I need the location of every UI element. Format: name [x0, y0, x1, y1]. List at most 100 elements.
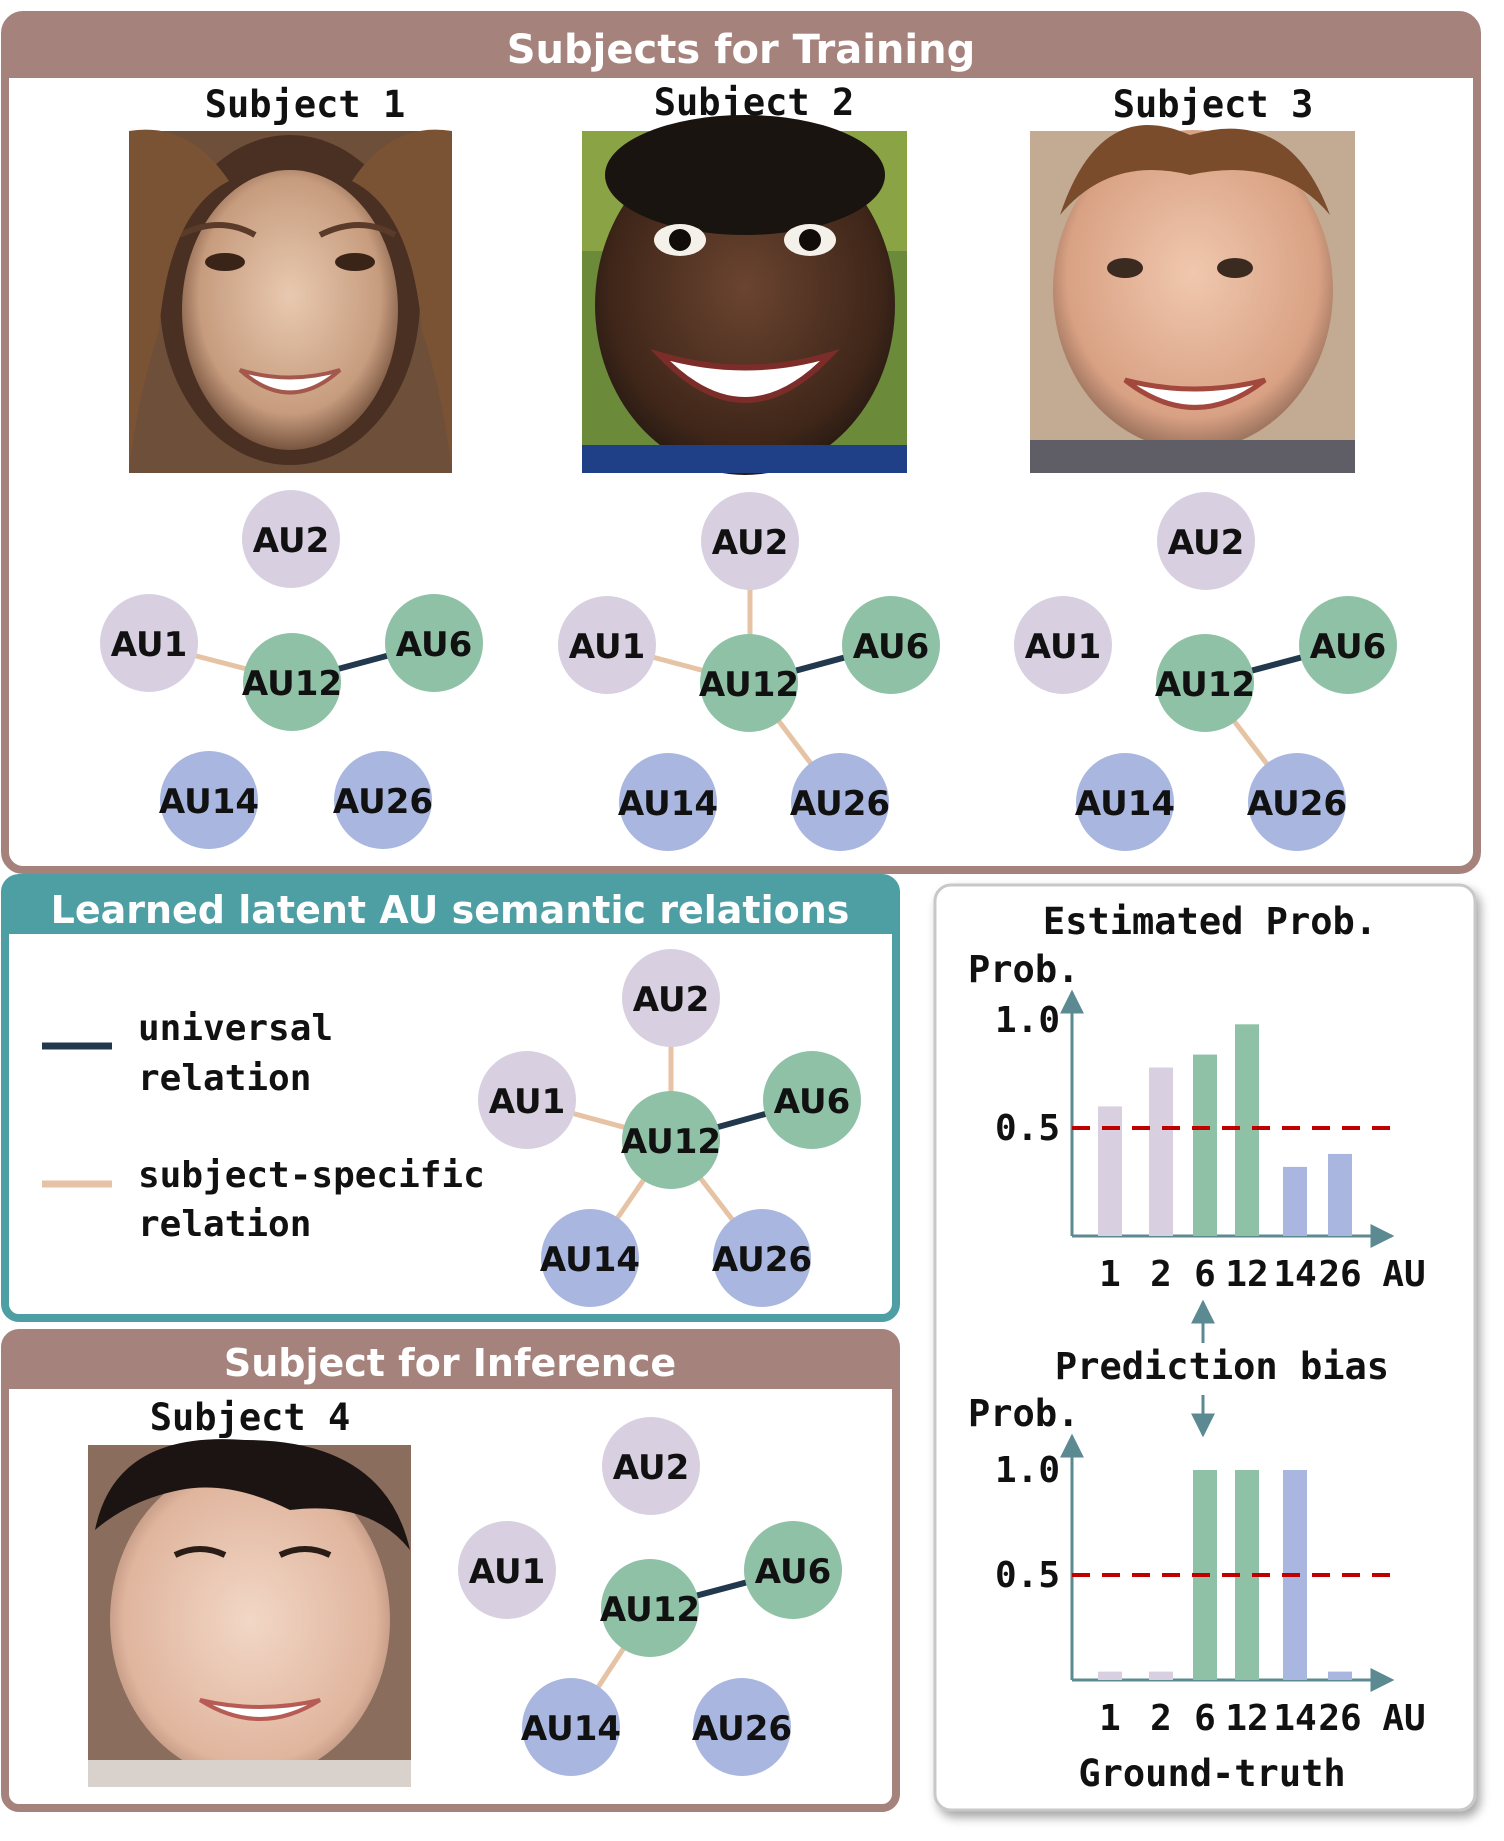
latent-title-bar — [5, 878, 896, 934]
svg-text:AU12: AU12 — [1155, 665, 1255, 705]
svg-text:AU14: AU14 — [618, 784, 718, 824]
x-tick-label: 14 — [1273, 1698, 1316, 1739]
node-au26: AU26 — [712, 1209, 812, 1307]
subject-3-label: Subject 3 — [1113, 83, 1313, 126]
x-tick-label: 6 — [1194, 1698, 1216, 1739]
subject-2-au-graph: AU2 AU1 AU6 AU12 AU14 AU26 — [558, 492, 940, 851]
x-tick-label: 2 — [1150, 1254, 1172, 1295]
node-au1: AU1 — [100, 594, 198, 692]
node-au6: AU6 — [385, 594, 483, 692]
node-au6: AU6 — [763, 1051, 861, 1149]
legend-universal-label-2: relation — [138, 1058, 311, 1099]
node-au6: AU6 — [1299, 596, 1397, 694]
svg-text:AU12: AU12 — [242, 664, 342, 704]
svg-text:AU14: AU14 — [540, 1240, 640, 1280]
x-tick-label: 1 — [1099, 1698, 1121, 1739]
inference-title-bar — [5, 1333, 896, 1389]
node-au12: AU12 — [699, 634, 799, 732]
bar-au-12 — [1235, 1024, 1259, 1236]
node-au2: AU2 — [1157, 492, 1255, 590]
node-au14: AU14 — [521, 1678, 621, 1776]
node-au6: AU6 — [744, 1521, 842, 1619]
training-title-bar — [5, 15, 1477, 78]
svg-text:AU6: AU6 — [774, 1082, 851, 1122]
node-au26: AU26 — [692, 1678, 792, 1776]
latent-title: Learned latent AU semantic relations — [51, 888, 850, 932]
node-au1: AU1 — [478, 1051, 576, 1149]
inference-title: Subject for Inference — [224, 1341, 676, 1385]
prediction-panel: Estimated Prob. Prob. 0.51.01 2 6 12 14 26 AU … — [933, 883, 1477, 1812]
y-tick-label: 1.0 — [995, 1000, 1060, 1041]
bar-au-26 — [1328, 1153, 1352, 1236]
latent-au-graph: AU2 AU1 AU6 AU12 AU14 AU26 — [478, 949, 861, 1307]
subject-4-label: Subject 4 — [150, 1396, 350, 1439]
x-tick-label: 6 — [1194, 1254, 1216, 1295]
svg-text:AU26: AU26 — [790, 784, 890, 824]
svg-text:AU26: AU26 — [692, 1709, 792, 1749]
bar-au-6 — [1193, 1054, 1217, 1236]
svg-text:AU1: AU1 — [1025, 627, 1102, 667]
svg-text:AU12: AU12 — [600, 1590, 700, 1630]
node-au1: AU1 — [1014, 596, 1112, 694]
node-au12: AU12 — [1155, 634, 1255, 732]
subject-2-photo — [582, 115, 907, 475]
x-tick-label: 26 — [1318, 1254, 1361, 1295]
training-title: Subjects for Training — [507, 27, 975, 73]
svg-text:AU2: AU2 — [712, 523, 789, 563]
svg-text:AU1: AU1 — [111, 625, 188, 665]
node-au26: AU26 — [1247, 753, 1347, 851]
svg-text:AU14: AU14 — [521, 1709, 621, 1749]
chart-2-title: Ground-truth — [1078, 1752, 1345, 1795]
node-au6: AU6 — [842, 596, 940, 694]
svg-text:AU14: AU14 — [159, 782, 259, 822]
training-panel: Subjects for Training Subject 1 Subject … — [1, 11, 1481, 874]
node-au1: AU1 — [458, 1521, 556, 1619]
svg-text:AU2: AU2 — [613, 1448, 690, 1488]
svg-text:AU14: AU14 — [1075, 784, 1175, 824]
node-au14: AU14 — [618, 753, 718, 851]
node-au2: AU2 — [701, 492, 799, 590]
estimated-prob-chart: 0.51.01 2 6 12 14 26 AU — [995, 989, 1426, 1295]
bar-au-26 — [1328, 1671, 1352, 1680]
y-tick-label: 0.5 — [995, 1555, 1060, 1596]
x-tick-label: 14 — [1273, 1254, 1316, 1295]
node-au2: AU2 — [622, 949, 720, 1047]
svg-text:AU6: AU6 — [1310, 627, 1387, 667]
bar-au-1 — [1098, 1671, 1122, 1680]
subject-4-au-graph: AU2 AU1 AU6 AU12 AU14 AU26 — [458, 1417, 842, 1776]
node-au2: AU2 — [242, 490, 340, 588]
subject-4-photo — [88, 1439, 411, 1787]
bar-au-1 — [1098, 1106, 1122, 1236]
x-axis-label: AU — [1382, 1698, 1425, 1739]
node-au14: AU14 — [1075, 753, 1175, 851]
x-tick-label: 1 — [1099, 1254, 1121, 1295]
legend-specific-label-2: relation — [138, 1204, 311, 1245]
svg-text:AU12: AU12 — [621, 1122, 721, 1162]
bar-au-2 — [1149, 1067, 1173, 1236]
inference-panel: Subject for Inference Subject 4 AU2 AU1 … — [1, 1329, 900, 1812]
node-au26: AU26 — [790, 753, 890, 851]
subject-1-label: Subject 1 — [205, 83, 405, 126]
ground-truth-chart: 0.51.01 2 6 12 14 26 AU — [995, 1433, 1426, 1739]
svg-text:AU2: AU2 — [253, 521, 330, 561]
latent-panel: Learned latent AU semantic relations uni… — [1, 874, 900, 1322]
svg-text:AU6: AU6 — [755, 1552, 832, 1592]
x-tick-label: 12 — [1225, 1698, 1268, 1739]
x-tick-label: 12 — [1225, 1254, 1268, 1295]
subject-1-photo — [129, 129, 452, 473]
x-tick-label: 26 — [1318, 1698, 1361, 1739]
y-tick-label: 1.0 — [995, 1450, 1060, 1491]
svg-text:AU6: AU6 — [396, 625, 473, 665]
legend-specific-label: subject-specific — [138, 1155, 485, 1196]
subject-3-photo — [1030, 125, 1355, 473]
node-au14: AU14 — [159, 751, 259, 849]
node-au1: AU1 — [558, 596, 656, 694]
bar-au-2 — [1149, 1671, 1173, 1680]
svg-text:AU26: AU26 — [333, 782, 433, 822]
bar-au-14 — [1283, 1166, 1307, 1236]
svg-text:AU2: AU2 — [1168, 523, 1245, 563]
svg-text:AU1: AU1 — [469, 1552, 546, 1592]
svg-text:AU2: AU2 — [633, 980, 710, 1020]
svg-text:AU6: AU6 — [853, 627, 930, 667]
